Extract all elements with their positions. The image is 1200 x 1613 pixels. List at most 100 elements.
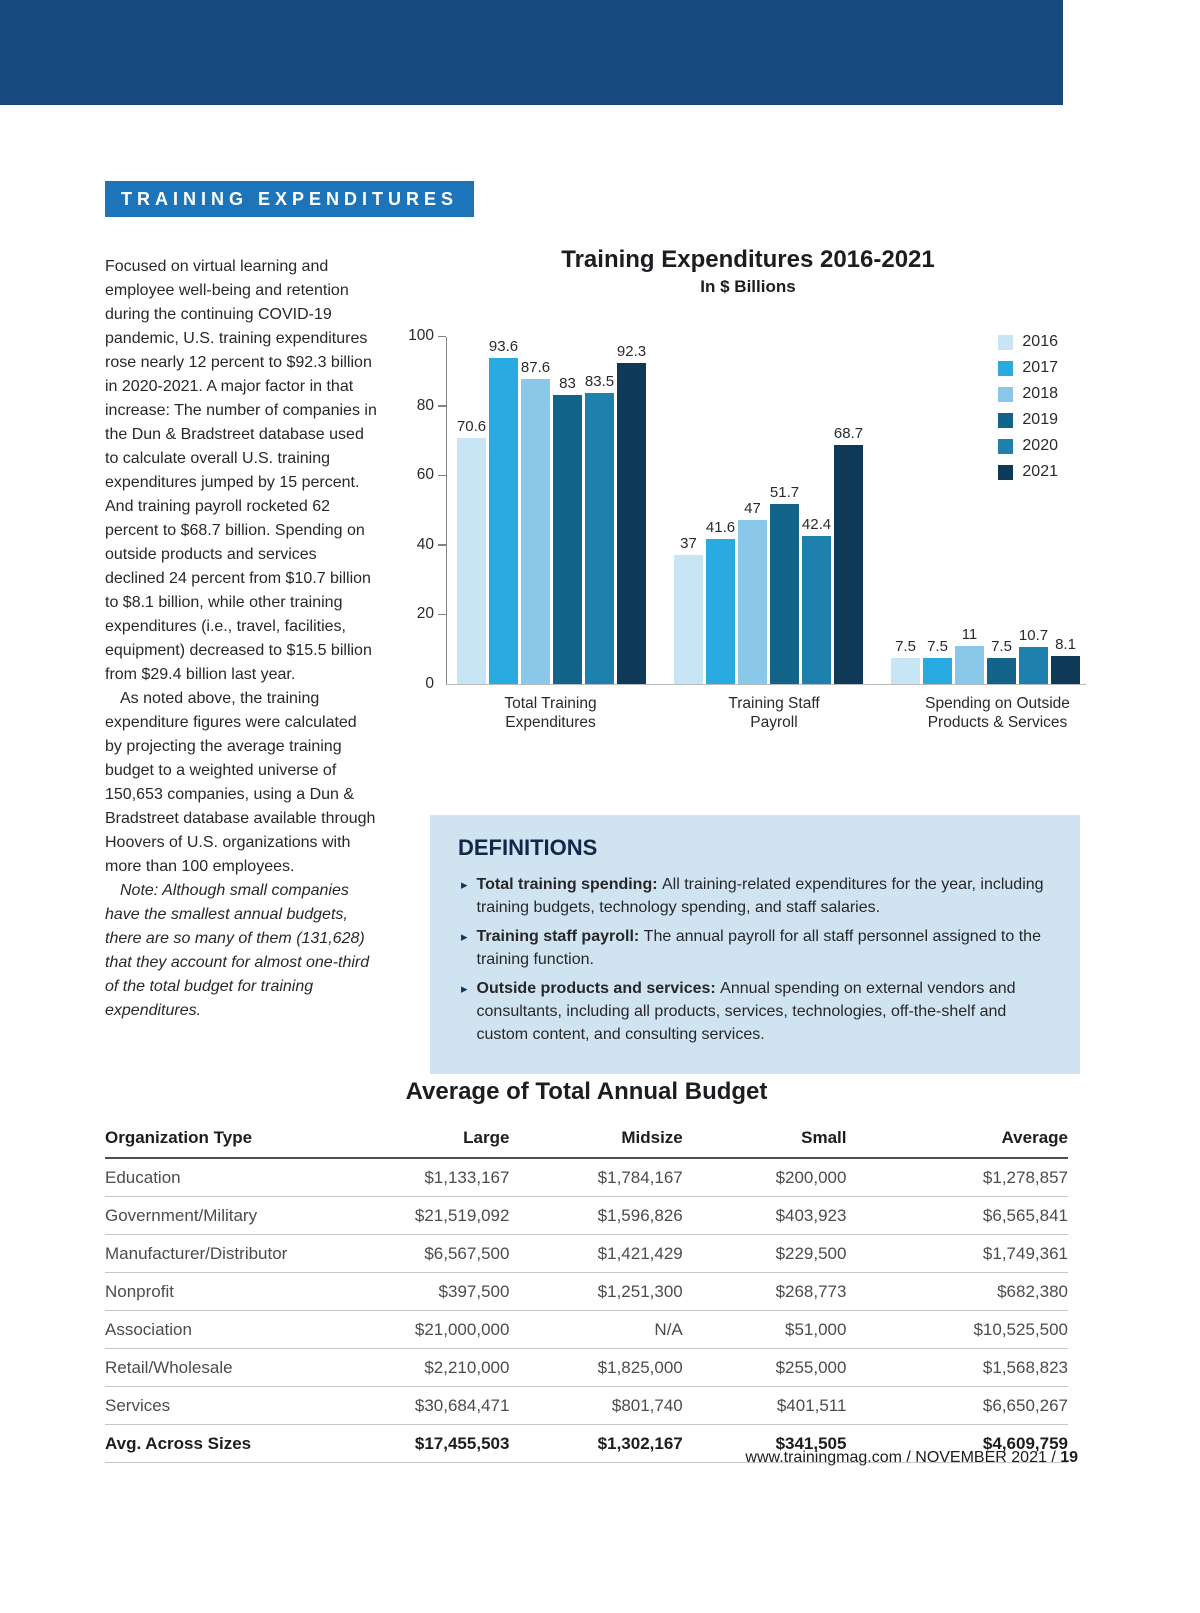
bar-value-label: 37 [680, 535, 697, 553]
bar-rect-2019 [553, 395, 582, 684]
legend-item: 2019 [998, 411, 1058, 429]
definition-item: ▸ Training staff payroll: The annual payr… [458, 925, 1052, 971]
definition-text: Outside products and services: Annual sp… [476, 980, 1016, 1043]
value-cell: $51,000 [682, 1310, 847, 1349]
bar-value-label: 7.5 [927, 637, 948, 655]
triangle-bullet-icon: ▸ [461, 929, 468, 944]
bar-chart: 70.6 93.6 87.6 83 83.5 92.3 37 41.6 47 51.7 42.4 68… [408, 327, 1098, 732]
section-label: TRAINING EXPENDITURES [105, 181, 475, 217]
legend-label: 2016 [1022, 333, 1058, 350]
org-type-cell: Manufacturer/Distributor [105, 1234, 337, 1273]
budget-table-head-row: Organization Type Large Midsize Small Averag… [105, 1128, 1068, 1159]
bar-rect-2018 [955, 645, 984, 684]
value-cell: $1,596,826 [509, 1196, 683, 1235]
chart-groups: 70.6 93.6 87.6 83 83.5 92.3 37 41.6 47 51.7 42.4 68… [457, 338, 1080, 684]
definition-item: ▸ Total training spending: All training-r… [458, 873, 1052, 919]
bar-value-label: 83 [559, 375, 576, 393]
bar-2019: 7.5 [987, 638, 1016, 684]
legend-label: 2021 [1022, 463, 1058, 480]
value-cell: $4,609,759 [846, 1424, 1068, 1463]
value-cell: $268,773 [682, 1272, 847, 1311]
triangle-bullet-icon: ▸ [461, 877, 468, 892]
table-row: Retail/Wholesale $2,210,000 $1,825,000 $255… [105, 1348, 1068, 1387]
bar-value-label: 8.1 [1055, 635, 1076, 653]
bar-2021: 68.7 [834, 425, 863, 684]
y-tick-label: 80 [416, 396, 434, 414]
definition-term: Total training spending: [476, 876, 662, 893]
bar-rect-2017 [706, 539, 735, 684]
y-tick-mark [438, 335, 446, 337]
y-tick-label: 40 [416, 535, 434, 553]
value-cell: $21,519,092 [336, 1196, 510, 1235]
column-header: Small [682, 1128, 847, 1159]
value-cell: $30,684,471 [336, 1386, 510, 1425]
definitions-title: DEFINITIONS [458, 835, 598, 860]
bar-value-label: 11 [961, 625, 978, 643]
chart-title: Training Expenditures 2016-2021 [561, 246, 935, 273]
org-type-cell: Government/Military [105, 1196, 337, 1235]
value-cell: $255,000 [682, 1348, 847, 1387]
table-row: Nonprofit $397,500 $1,251,300 $268,773 $682,… [105, 1272, 1068, 1311]
bar-rect-2018 [521, 379, 550, 684]
y-tick-label: 20 [416, 605, 434, 623]
value-cell: $397,500 [336, 1272, 510, 1311]
bar-2021: 92.3 [617, 343, 646, 684]
legend-swatch [998, 360, 1014, 376]
bar-rect-2020 [585, 393, 614, 684]
definition-text: Training staff payroll: The annual payro… [476, 928, 1041, 968]
definition-term: Training staff payroll: [476, 928, 644, 945]
bar-rect-2016 [457, 438, 486, 684]
value-cell: $1,568,823 [846, 1348, 1068, 1387]
table-row: Government/Military $21,519,092 $1,596,826… [105, 1196, 1068, 1235]
legend-swatch [998, 438, 1014, 454]
value-cell: $6,567,500 [336, 1234, 510, 1273]
bar-rect-2021 [1051, 655, 1080, 684]
y-tick-label: 60 [416, 466, 434, 484]
bar-group: 7.5 7.5 11 7.5 10.7 8.1 [891, 626, 1080, 684]
legend-swatch [998, 412, 1014, 428]
value-cell: $1,825,000 [509, 1348, 683, 1387]
table-row: Association $21,000,000 N/A $51,000 $10,525,… [105, 1310, 1068, 1349]
value-cell: $401,511 [682, 1386, 847, 1425]
bar-2018: 11 [955, 626, 984, 684]
bar-value-label: 70.6 [456, 418, 487, 436]
value-cell: $1,784,167 [509, 1158, 683, 1197]
bar-rect-2018 [738, 520, 767, 684]
bar-value-label: 51.7 [769, 484, 800, 502]
chart-category-labels: Total Training Expenditures Training Staf… [446, 685, 1098, 732]
bar-2017: 7.5 [923, 638, 952, 684]
bar-rect-2020 [1019, 646, 1048, 684]
bar-value-label: 7.5 [991, 637, 1012, 655]
legend-swatch [998, 464, 1014, 480]
legend-label: 2017 [1022, 359, 1058, 376]
org-type-cell: Education [105, 1158, 337, 1197]
value-cell: $682,380 [846, 1272, 1068, 1311]
value-cell: N/A [509, 1310, 683, 1349]
bar-value-label: 87.6 [520, 359, 551, 377]
chart-legend: 2016 2017 2018 2019 2020 2021 [998, 333, 1058, 481]
column-header: Average [846, 1128, 1068, 1159]
value-cell: $403,923 [682, 1196, 847, 1235]
value-cell: $1,749,361 [846, 1234, 1068, 1273]
bar-value-label: 42.4 [801, 516, 832, 534]
value-cell: $1,421,429 [509, 1234, 683, 1273]
bar-2016: 7.5 [891, 638, 920, 684]
value-cell: $801,740 [509, 1386, 683, 1425]
column-header: Large [336, 1128, 510, 1159]
definitions-box: DEFINITIONS ▸ Total training spending: Al… [430, 815, 1080, 1074]
budget-table: Organization Type Large Midsize Small Averag… [105, 1128, 1068, 1463]
y-tick-mark [438, 613, 446, 616]
legend-label: 2019 [1022, 411, 1058, 428]
footer-url: www.trainingmag.com [745, 1449, 902, 1466]
org-type-cell: Nonprofit [105, 1272, 337, 1311]
legend-item: 2017 [998, 359, 1058, 377]
page-footer: www.trainingmag.com / NOVEMBER 2021 / 19 [745, 1449, 1078, 1467]
table-row: Manufacturer/Distributor $6,567,500 $1,421… [105, 1234, 1068, 1273]
category-label: Training Staff Payroll [728, 695, 820, 731]
org-type-cell: Retail/Wholesale [105, 1348, 337, 1387]
bar-value-label: 47 [744, 500, 761, 518]
value-cell: $6,565,841 [846, 1196, 1068, 1235]
footer-issue: / NOVEMBER 2021 / [901, 1449, 1061, 1466]
legend-label: 2018 [1022, 385, 1058, 402]
bar-value-label: 93.6 [488, 338, 519, 356]
